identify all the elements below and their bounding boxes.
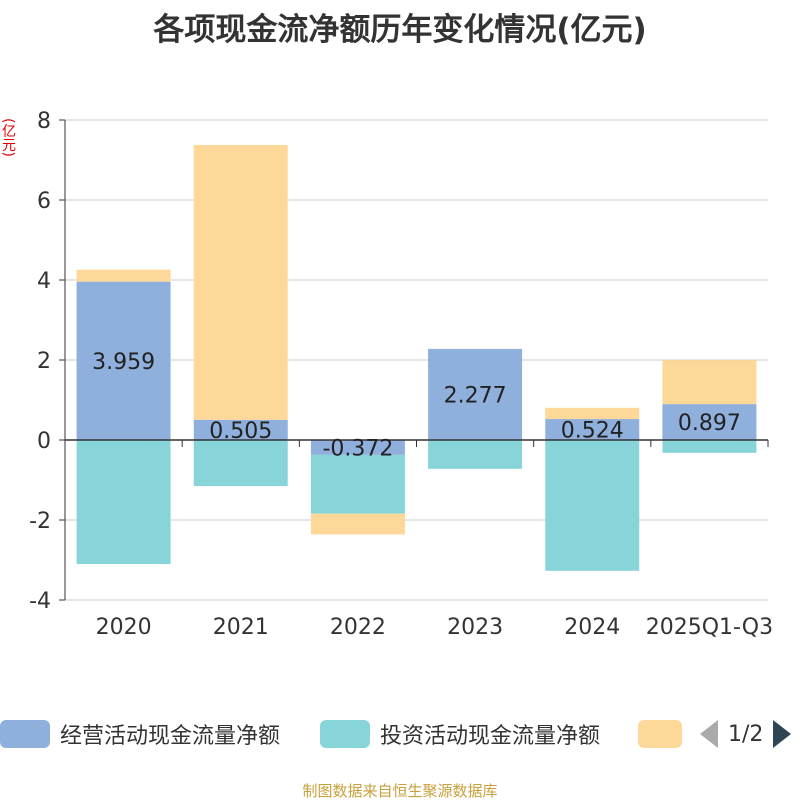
bar-series-1-2020 [76,440,171,564]
x-tick-label-2021: 2021 [213,615,269,640]
chart-title: 各项现金流净额历年变化情况(亿元) [153,12,647,48]
bar-series-1-2022 [310,454,405,514]
legend-swatch-investing [320,720,370,748]
bar-series-2-2020 [76,269,171,282]
x-tick-label-2025Q1-Q3: 2025Q1-Q3 [646,615,773,640]
data-label-2022: -0.372 [322,436,393,461]
bar-chart: -4 -2 0 2 4 6 8 3.959 0.505 -0.372 2.277 0.524 0.897… [29,109,773,640]
legend-item-operating[interactable]: 经营活动现金流量净额 [0,716,280,752]
bar-series-0-2020 [76,281,171,440]
legend-swatch-operating [0,720,50,748]
data-label-2021: 0.505 [209,419,272,444]
bar-series-2-2021 [193,145,288,420]
bar-series-0-2023 [428,348,523,440]
bar-series-0-2025Q1-Q3 [662,404,757,440]
legend-item-financing[interactable] [638,716,682,752]
x-tick-label-2020: 2020 [96,615,152,640]
data-label-2020: 3.959 [92,350,155,375]
y-tick-label: -4 [29,589,51,614]
y-tick-label: 4 [37,269,51,294]
bar-series-0-2021 [193,419,288,440]
y-tick-label: 6 [37,189,51,214]
data-label-2024: 0.524 [561,419,624,444]
legend-item-investing[interactable]: 投资活动现金流量净额 [320,716,600,752]
bar-series-1-2021 [193,440,288,486]
y-tick-label: 8 [37,109,51,134]
x-tick-label-2023: 2023 [447,615,503,640]
legend-label-investing: 投资活动现金流量净额 [380,724,601,749]
bar-series-2-2022 [310,513,405,535]
data-label-2025Q1-Q3: 0.897 [678,411,741,436]
legend-label-operating: 经营活动现金流量净额 [60,724,281,749]
bar-series-1-2024 [545,440,640,571]
bar-series-2-2024 [545,407,640,420]
bar-series-1-2025Q1-Q3 [662,440,757,453]
y-tick-label: 2 [37,349,51,374]
bar-series-0-2024 [545,419,640,440]
legend-swatch-financing [638,720,682,748]
bar-series-2-2025Q1-Q3 [662,360,757,405]
y-tick-label: -2 [29,509,51,534]
y-axis-unit: (亿元) [0,118,16,157]
legend-pager: 1/2 [700,716,792,752]
x-tick-label-2022: 2022 [330,615,386,640]
legend: 经营活动现金流量净额 投资活动现金流量净额 [0,716,800,756]
legend-page-indicator: 1/2 [728,721,764,747]
bar-series-0-2022 [310,440,405,455]
x-tick-label-2024: 2024 [564,615,620,640]
chevron-left-icon[interactable] [700,720,718,748]
chevron-right-icon[interactable] [773,720,792,748]
data-label-2023: 2.277 [444,383,507,408]
data-source-note: 制图数据来自恒生聚源数据库 [302,782,498,800]
y-tick-label: 0 [37,429,51,454]
bar-series-1-2023 [428,440,523,469]
